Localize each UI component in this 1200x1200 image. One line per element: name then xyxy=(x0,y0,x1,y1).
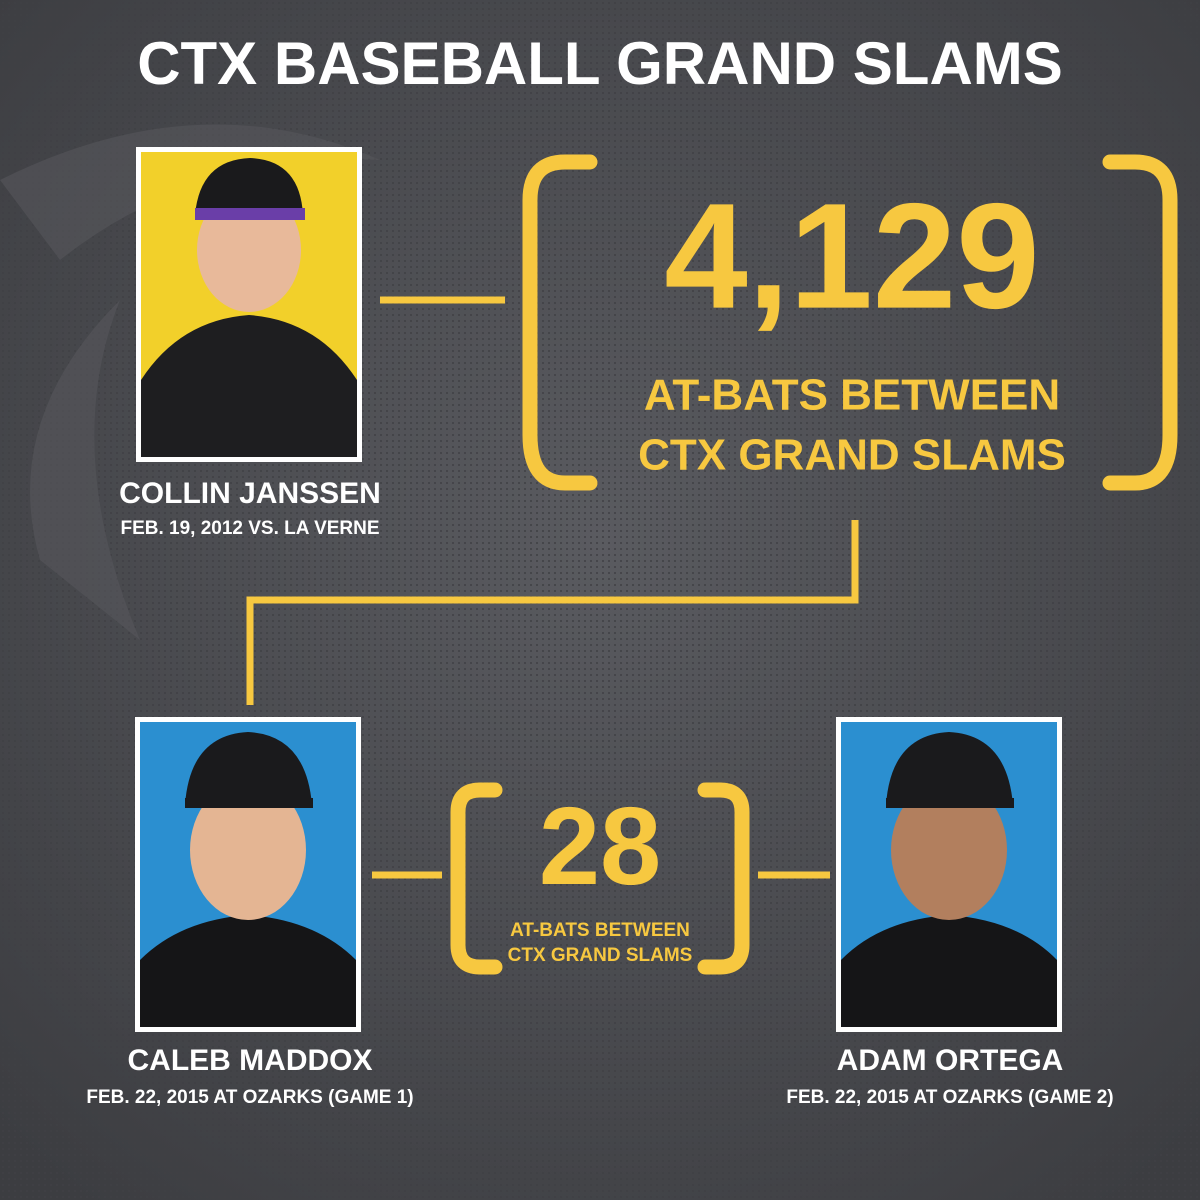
gap-caption: CTX GRAND SLAMS xyxy=(508,945,693,966)
bracket xyxy=(697,782,750,975)
bracket xyxy=(522,154,598,491)
photo xyxy=(135,717,361,1032)
gap-caption: CTX GRAND SLAMS xyxy=(638,431,1066,480)
player-date: FEB. 22, 2015 AT OZARKS (GAME 1) xyxy=(86,1087,413,1108)
bg-logo xyxy=(0,124,380,640)
bracket xyxy=(450,782,503,975)
photo xyxy=(136,147,362,462)
gap-caption: AT-BATS BETWEEN xyxy=(510,920,690,941)
player-name: CALEB MADDOX xyxy=(128,1044,373,1077)
title: CTX BASEBALL GRAND SLAMS xyxy=(137,30,1063,97)
gap-number: 28 xyxy=(539,785,661,908)
player-name: COLLIN JANSSEN xyxy=(119,477,381,510)
photo xyxy=(836,717,1062,1032)
player-date: FEB. 22, 2015 AT OZARKS (GAME 2) xyxy=(786,1087,1113,1108)
player-name: ADAM ORTEGA xyxy=(837,1044,1064,1077)
gap-number: 4,129 xyxy=(664,172,1039,340)
connector xyxy=(246,520,859,705)
player-date: FEB. 19, 2012 VS. LA VERNE xyxy=(120,518,379,539)
gap-caption: AT-BATS BETWEEN xyxy=(644,371,1060,420)
bracket xyxy=(1102,154,1178,491)
